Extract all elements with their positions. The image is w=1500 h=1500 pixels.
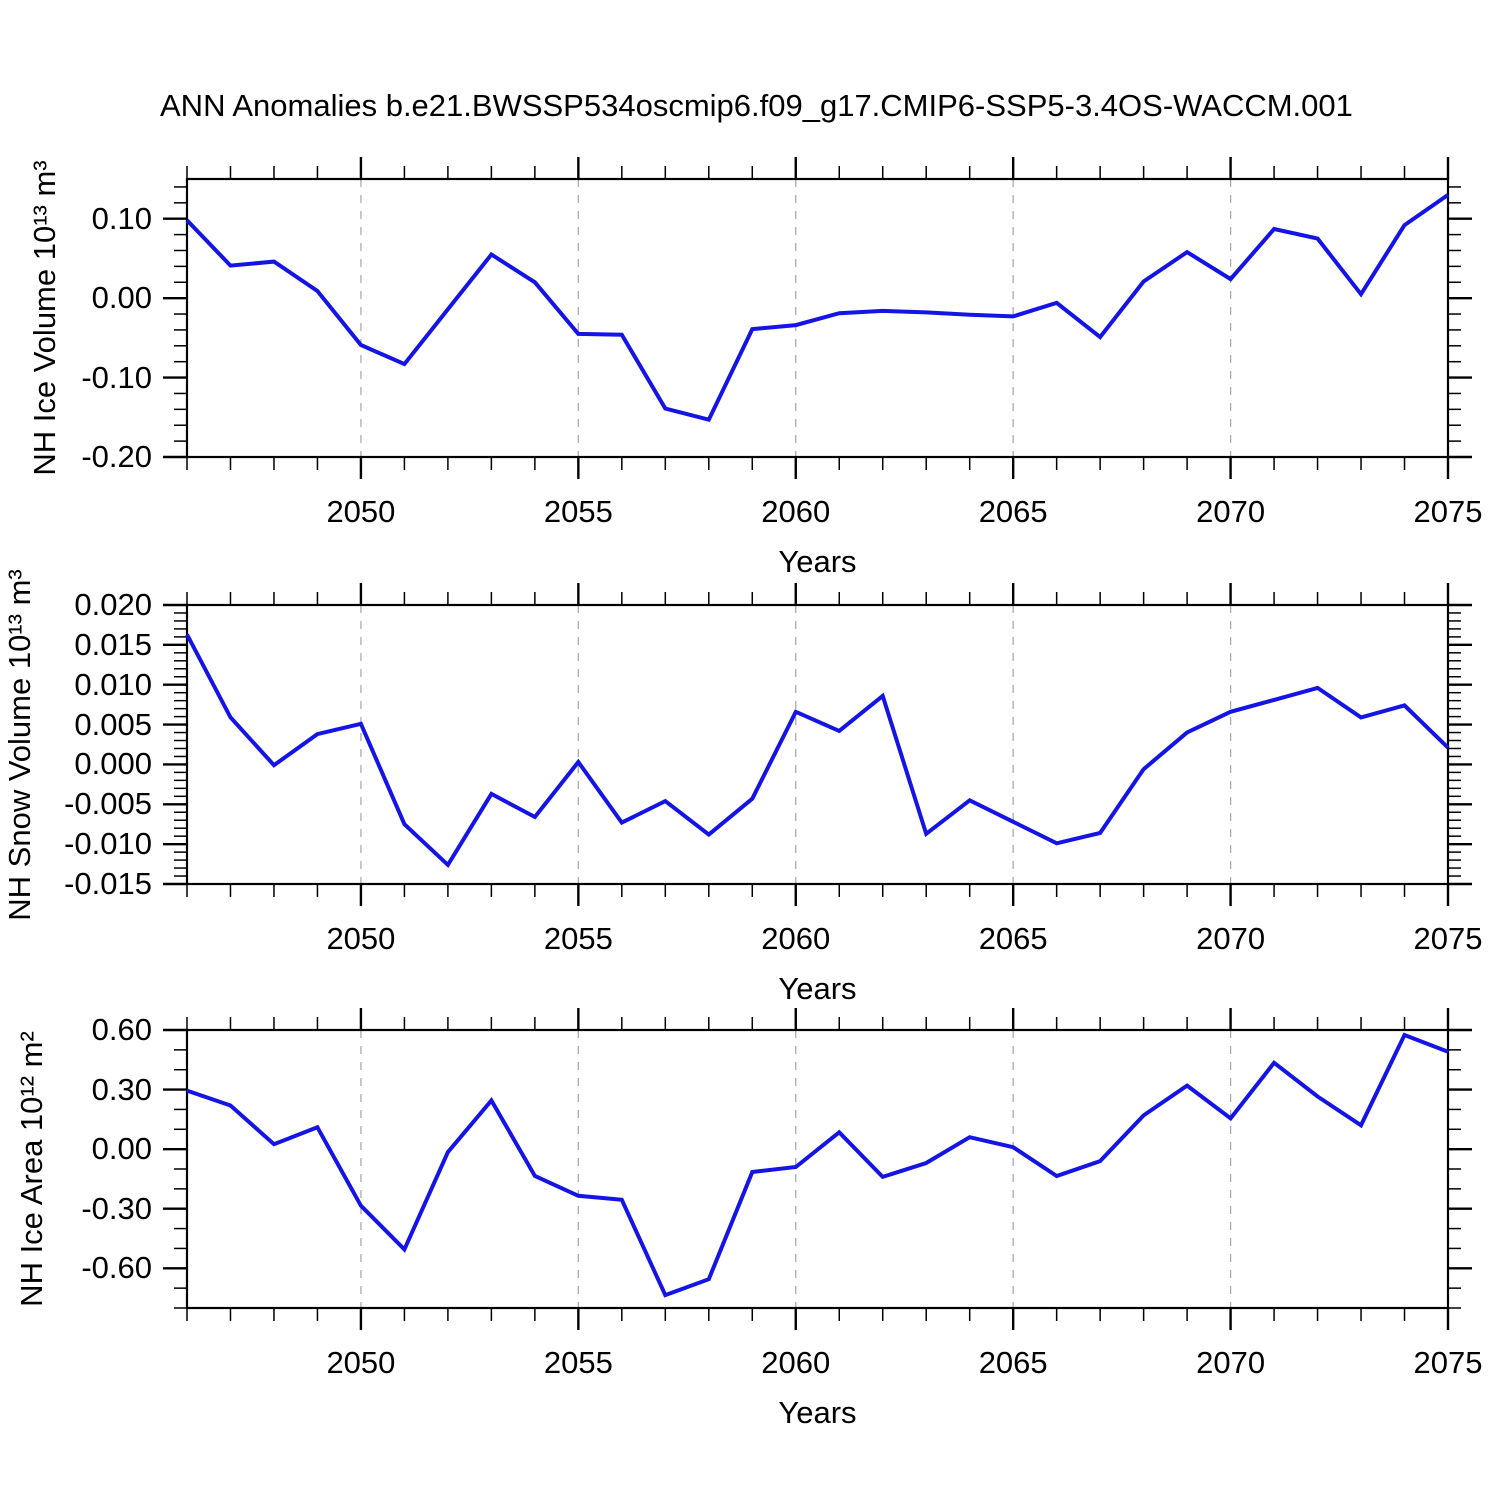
y-tick-label: 0.000 (74, 746, 152, 782)
x-tick-label: 2055 (543, 921, 613, 956)
x-tick-label: 2065 (978, 1345, 1048, 1380)
x-tick-label: 2070 (1196, 494, 1266, 529)
y-tick-label: 0.005 (74, 706, 152, 742)
y-tick-label: 0.00 (91, 1131, 152, 1167)
y-tick-label: 0.010 (74, 666, 152, 702)
x-tick-label: 2050 (326, 921, 396, 956)
x-tick-label: 2065 (978, 494, 1048, 529)
x-tick-label: 2055 (543, 1345, 613, 1380)
x-tick-label: 2070 (1196, 921, 1266, 956)
x-tick-label: 2060 (761, 921, 831, 956)
y-tick-label: 0.30 (91, 1071, 152, 1107)
y-tick-label: -0.60 (81, 1250, 152, 1286)
x-axis-title: Years (778, 971, 857, 1006)
x-tick-label: 2060 (761, 494, 831, 529)
chart-title: ANN Anomalies b.e21.BWSSP534oscmip6.f09_… (160, 88, 1353, 123)
x-tick-label: 2075 (1413, 494, 1483, 529)
x-tick-label: 2050 (326, 1345, 396, 1380)
y-tick-label: 0.10 (91, 200, 152, 236)
y-tick-label: -0.010 (64, 826, 152, 862)
y-tick-label: 0.020 (74, 587, 152, 622)
x-tick-label: 2050 (326, 494, 396, 529)
y-tick-label: -0.20 (81, 439, 152, 474)
x-tick-label: 2070 (1196, 1345, 1266, 1380)
x-tick-label: 2075 (1413, 1345, 1483, 1380)
y-axis-title: NH Snow Volume 10¹³ m³ (2, 568, 37, 921)
x-tick-label: 2065 (978, 921, 1048, 956)
y-tick-label: 0.00 (91, 280, 152, 316)
x-axis-title: Years (778, 544, 857, 579)
y-axis-title: NH Ice Area 10¹² m² (14, 1031, 49, 1307)
y-axis-title: NH Ice Volume 10¹³ m³ (27, 160, 62, 476)
x-tick-label: 2055 (543, 494, 613, 529)
x-axis-title: Years (778, 1395, 857, 1430)
y-tick-label: -0.005 (64, 786, 152, 822)
y-tick-label: -0.10 (81, 359, 152, 395)
y-tick-label: -0.015 (64, 866, 152, 901)
y-tick-label: 0.60 (91, 1012, 152, 1047)
y-tick-label: 0.015 (74, 626, 152, 662)
x-tick-label: 2060 (761, 1345, 831, 1380)
x-tick-label: 2075 (1413, 921, 1483, 956)
y-tick-label: -0.30 (81, 1190, 152, 1226)
